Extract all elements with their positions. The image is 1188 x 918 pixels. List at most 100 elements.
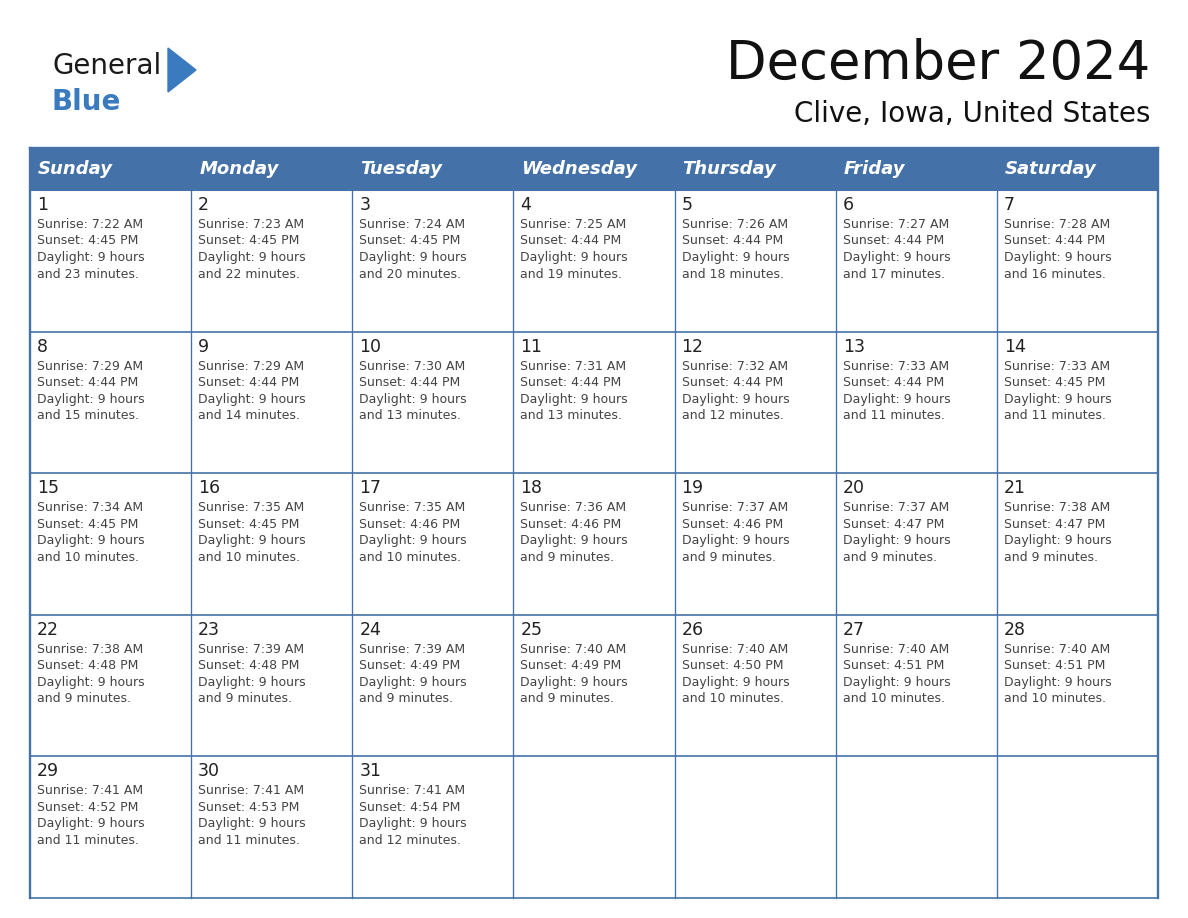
- Text: Thursday: Thursday: [683, 160, 777, 178]
- Text: 22: 22: [37, 621, 59, 639]
- Text: Sunrise: 7:26 AM: Sunrise: 7:26 AM: [682, 218, 788, 231]
- Text: and 11 minutes.: and 11 minutes.: [198, 834, 301, 847]
- Text: Daylight: 9 hours: Daylight: 9 hours: [520, 251, 628, 264]
- Text: 19: 19: [682, 479, 703, 498]
- Text: Sunrise: 7:29 AM: Sunrise: 7:29 AM: [37, 360, 143, 373]
- Text: Daylight: 9 hours: Daylight: 9 hours: [1004, 251, 1112, 264]
- Text: and 22 minutes.: and 22 minutes.: [198, 267, 301, 281]
- Text: Sunday: Sunday: [38, 160, 113, 178]
- Text: and 14 minutes.: and 14 minutes.: [198, 409, 301, 422]
- Text: Sunrise: 7:23 AM: Sunrise: 7:23 AM: [198, 218, 304, 231]
- Text: and 11 minutes.: and 11 minutes.: [37, 834, 139, 847]
- Text: Daylight: 9 hours: Daylight: 9 hours: [37, 534, 145, 547]
- Text: 31: 31: [359, 763, 381, 780]
- Text: Daylight: 9 hours: Daylight: 9 hours: [198, 393, 305, 406]
- Text: Daylight: 9 hours: Daylight: 9 hours: [359, 251, 467, 264]
- Text: 18: 18: [520, 479, 543, 498]
- Text: Sunset: 4:44 PM: Sunset: 4:44 PM: [520, 234, 621, 248]
- Text: Sunset: 4:49 PM: Sunset: 4:49 PM: [520, 659, 621, 672]
- Text: Sunrise: 7:37 AM: Sunrise: 7:37 AM: [682, 501, 788, 514]
- Text: Daylight: 9 hours: Daylight: 9 hours: [1004, 534, 1112, 547]
- Text: Sunset: 4:44 PM: Sunset: 4:44 PM: [520, 376, 621, 389]
- Text: Daylight: 9 hours: Daylight: 9 hours: [520, 534, 628, 547]
- Text: Sunrise: 7:22 AM: Sunrise: 7:22 AM: [37, 218, 143, 231]
- Text: Sunset: 4:52 PM: Sunset: 4:52 PM: [37, 800, 138, 814]
- Text: 7: 7: [1004, 196, 1015, 214]
- Text: and 9 minutes.: and 9 minutes.: [682, 551, 776, 564]
- Bar: [30, 473, 1158, 615]
- Bar: [30, 190, 1158, 331]
- Text: Daylight: 9 hours: Daylight: 9 hours: [682, 251, 789, 264]
- Text: Blue: Blue: [52, 88, 121, 116]
- Text: Daylight: 9 hours: Daylight: 9 hours: [1004, 676, 1112, 688]
- Text: Sunset: 4:46 PM: Sunset: 4:46 PM: [682, 518, 783, 531]
- Text: Daylight: 9 hours: Daylight: 9 hours: [682, 534, 789, 547]
- Text: and 9 minutes.: and 9 minutes.: [1004, 551, 1098, 564]
- Text: and 9 minutes.: and 9 minutes.: [520, 692, 614, 705]
- Text: Daylight: 9 hours: Daylight: 9 hours: [198, 534, 305, 547]
- Text: Clive, Iowa, United States: Clive, Iowa, United States: [794, 100, 1150, 128]
- Text: and 9 minutes.: and 9 minutes.: [842, 551, 936, 564]
- Text: Sunrise: 7:40 AM: Sunrise: 7:40 AM: [1004, 643, 1110, 655]
- Text: Sunset: 4:48 PM: Sunset: 4:48 PM: [198, 659, 299, 672]
- Text: 29: 29: [37, 763, 59, 780]
- Text: Daylight: 9 hours: Daylight: 9 hours: [842, 393, 950, 406]
- Bar: [30, 331, 1158, 473]
- Text: 16: 16: [198, 479, 220, 498]
- Text: Sunrise: 7:36 AM: Sunrise: 7:36 AM: [520, 501, 626, 514]
- Text: and 12 minutes.: and 12 minutes.: [682, 409, 783, 422]
- Text: Daylight: 9 hours: Daylight: 9 hours: [842, 251, 950, 264]
- Text: and 10 minutes.: and 10 minutes.: [198, 551, 301, 564]
- Text: Daylight: 9 hours: Daylight: 9 hours: [1004, 393, 1112, 406]
- Text: Wednesday: Wednesday: [522, 160, 638, 178]
- Text: Daylight: 9 hours: Daylight: 9 hours: [359, 817, 467, 831]
- Text: Sunset: 4:45 PM: Sunset: 4:45 PM: [198, 234, 299, 248]
- Text: Sunrise: 7:41 AM: Sunrise: 7:41 AM: [198, 784, 304, 798]
- Text: and 20 minutes.: and 20 minutes.: [359, 267, 461, 281]
- Text: 3: 3: [359, 196, 371, 214]
- Text: Daylight: 9 hours: Daylight: 9 hours: [198, 251, 305, 264]
- Text: and 10 minutes.: and 10 minutes.: [1004, 692, 1106, 705]
- Text: Sunset: 4:51 PM: Sunset: 4:51 PM: [1004, 659, 1105, 672]
- Text: Sunset: 4:48 PM: Sunset: 4:48 PM: [37, 659, 138, 672]
- Text: Sunrise: 7:27 AM: Sunrise: 7:27 AM: [842, 218, 949, 231]
- Text: Sunrise: 7:41 AM: Sunrise: 7:41 AM: [359, 784, 466, 798]
- Text: Sunset: 4:45 PM: Sunset: 4:45 PM: [359, 234, 461, 248]
- Text: and 9 minutes.: and 9 minutes.: [359, 692, 454, 705]
- Text: Sunrise: 7:40 AM: Sunrise: 7:40 AM: [520, 643, 627, 655]
- Text: Monday: Monday: [200, 160, 278, 178]
- Text: Sunrise: 7:39 AM: Sunrise: 7:39 AM: [198, 643, 304, 655]
- Text: and 15 minutes.: and 15 minutes.: [37, 409, 139, 422]
- Text: and 23 minutes.: and 23 minutes.: [37, 267, 139, 281]
- Text: and 9 minutes.: and 9 minutes.: [198, 692, 292, 705]
- Text: Sunset: 4:45 PM: Sunset: 4:45 PM: [1004, 376, 1105, 389]
- Text: Daylight: 9 hours: Daylight: 9 hours: [520, 676, 628, 688]
- Text: 8: 8: [37, 338, 48, 355]
- Text: Daylight: 9 hours: Daylight: 9 hours: [682, 676, 789, 688]
- Text: Sunset: 4:44 PM: Sunset: 4:44 PM: [842, 234, 944, 248]
- Text: Sunset: 4:53 PM: Sunset: 4:53 PM: [198, 800, 299, 814]
- Text: 2: 2: [198, 196, 209, 214]
- Text: 17: 17: [359, 479, 381, 498]
- Text: 11: 11: [520, 338, 543, 355]
- Text: Sunrise: 7:35 AM: Sunrise: 7:35 AM: [198, 501, 304, 514]
- Text: 30: 30: [198, 763, 220, 780]
- Text: Sunset: 4:45 PM: Sunset: 4:45 PM: [37, 518, 138, 531]
- Text: and 10 minutes.: and 10 minutes.: [842, 692, 944, 705]
- Text: December 2024: December 2024: [726, 38, 1150, 90]
- Text: and 10 minutes.: and 10 minutes.: [682, 692, 784, 705]
- Text: Sunrise: 7:35 AM: Sunrise: 7:35 AM: [359, 501, 466, 514]
- Text: 9: 9: [198, 338, 209, 355]
- Text: and 10 minutes.: and 10 minutes.: [359, 551, 461, 564]
- Text: Daylight: 9 hours: Daylight: 9 hours: [37, 676, 145, 688]
- Polygon shape: [168, 48, 196, 92]
- Text: Sunrise: 7:40 AM: Sunrise: 7:40 AM: [842, 643, 949, 655]
- Text: Sunset: 4:44 PM: Sunset: 4:44 PM: [198, 376, 299, 389]
- Text: Daylight: 9 hours: Daylight: 9 hours: [359, 534, 467, 547]
- Text: Sunset: 4:45 PM: Sunset: 4:45 PM: [198, 518, 299, 531]
- Text: Sunset: 4:50 PM: Sunset: 4:50 PM: [682, 659, 783, 672]
- Text: Daylight: 9 hours: Daylight: 9 hours: [520, 393, 628, 406]
- Text: Daylight: 9 hours: Daylight: 9 hours: [198, 817, 305, 831]
- Text: Sunrise: 7:33 AM: Sunrise: 7:33 AM: [842, 360, 949, 373]
- Text: and 19 minutes.: and 19 minutes.: [520, 267, 623, 281]
